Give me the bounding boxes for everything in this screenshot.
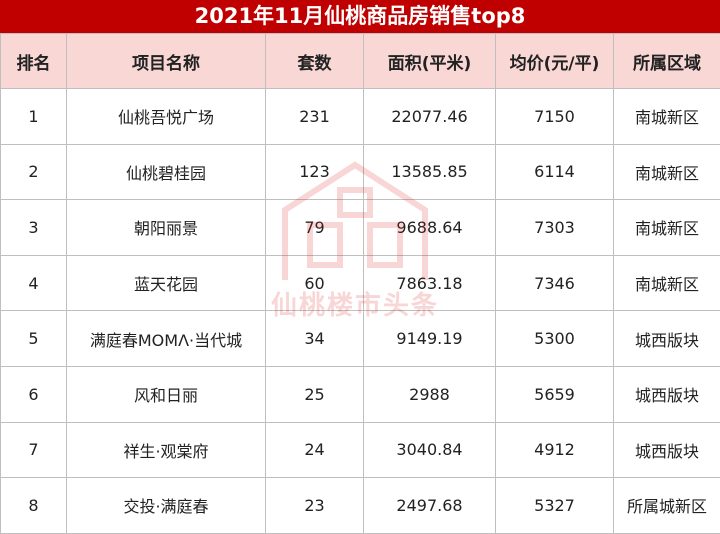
table-cell: 34: [266, 311, 364, 367]
table-cell: 24: [266, 422, 364, 478]
table-cell: 蓝天花园: [67, 255, 266, 311]
table-cell: 22077.46: [364, 89, 496, 145]
table-cell: 231: [266, 89, 364, 145]
table-cell: 123: [266, 144, 364, 200]
table-cell: 3: [1, 200, 67, 256]
table-cell: 25: [266, 366, 364, 422]
table-cell: 南城新区: [614, 200, 720, 256]
table-cell: 79: [266, 200, 364, 256]
table-cell: 2988: [364, 366, 496, 422]
table-cell: 交投·满庭春: [67, 478, 266, 534]
table-cell: 7346: [496, 255, 614, 311]
table-cell: 13585.85: [364, 144, 496, 200]
title-bar: 2021年11月仙桃商品房销售top8: [0, 0, 720, 33]
table-cell: 2: [1, 144, 67, 200]
table-cell: 1: [1, 89, 67, 145]
table-cell: 23: [266, 478, 364, 534]
header-cell: 排名: [1, 34, 67, 89]
table-cell: 8: [1, 478, 67, 534]
table-cell: 城西版块: [614, 422, 720, 478]
table-cell: 4912: [496, 422, 614, 478]
table-cell: 5659: [496, 366, 614, 422]
table-cell: 5300: [496, 311, 614, 367]
table-cell: 南城新区: [614, 255, 720, 311]
table-cell: 城西版块: [614, 366, 720, 422]
table-cell: 6: [1, 366, 67, 422]
table-cell: 7303: [496, 200, 614, 256]
table-cell: 2497.68: [364, 478, 496, 534]
table-cell: 6114: [496, 144, 614, 200]
table-cell: 所属城新区: [614, 478, 720, 534]
table-cell: 城西版块: [614, 311, 720, 367]
table-cell: 祥生·观棠府: [67, 422, 266, 478]
table-cell: 7: [1, 422, 67, 478]
table-cell: 60: [266, 255, 364, 311]
table-cell: 仙桃碧桂园: [67, 144, 266, 200]
header-cell: 面积(平米): [364, 34, 496, 89]
table-cell: 7863.18: [364, 255, 496, 311]
table-cell: 南城新区: [614, 144, 720, 200]
table-cell: 4: [1, 255, 67, 311]
table-cell: 满庭春MOMΛ·当代城: [67, 311, 266, 367]
header-cell: 均价(元/平): [496, 34, 614, 89]
table-cell: 5: [1, 311, 67, 367]
header-row: 排名项目名称套数面积(平米)均价(元/平)所属区域: [1, 34, 720, 89]
header-cell: 项目名称: [67, 34, 266, 89]
header-cell: 套数: [266, 34, 364, 89]
table-cell: 南城新区: [614, 89, 720, 145]
table-cell: 风和日丽: [67, 366, 266, 422]
table-cell: 9149.19: [364, 311, 496, 367]
table-cell: 3040.84: [364, 422, 496, 478]
table-cell: 5327: [496, 478, 614, 534]
table-cell: 7150: [496, 89, 614, 145]
table-cell: 朝阳丽景: [67, 200, 266, 256]
header-cell: 所属区域: [614, 34, 720, 89]
table-cell: 仙桃吾悦广场: [67, 89, 266, 145]
table-cell: 9688.64: [364, 200, 496, 256]
